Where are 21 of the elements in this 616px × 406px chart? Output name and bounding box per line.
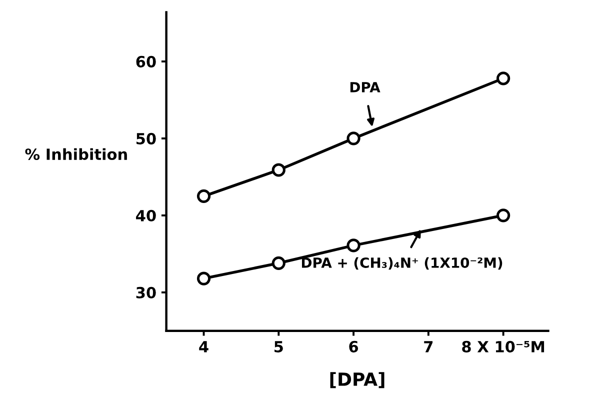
- point: [196, 272, 211, 286]
- point: [346, 132, 360, 146]
- x-tick-label: 4: [199, 341, 208, 352]
- x-tick-label: 6: [349, 340, 358, 352]
- y-tick-label: 60: [136, 56, 156, 68]
- x-tick-label: 5: [274, 341, 283, 352]
- point: [496, 72, 510, 86]
- point: [272, 256, 286, 270]
- y-axis-title: % Inhibition: [25, 148, 127, 160]
- x-tick-label: 8 X 10⁻⁵M: [462, 340, 544, 352]
- y-tick-label: 50: [136, 132, 156, 144]
- point: [346, 238, 360, 252]
- x-tick-label: 7: [424, 341, 433, 352]
- point: [272, 163, 286, 177]
- y-tick-label: 30: [136, 286, 156, 298]
- x-axis-title: [DPA]: [330, 372, 384, 388]
- y-tick-label: 40: [136, 210, 156, 222]
- annotation: DPA: [350, 82, 380, 92]
- point: [496, 208, 510, 222]
- point: [196, 189, 211, 203]
- annotation: DPA + (CH₃)₄N⁺ (1X10⁻²M): [302, 257, 502, 270]
